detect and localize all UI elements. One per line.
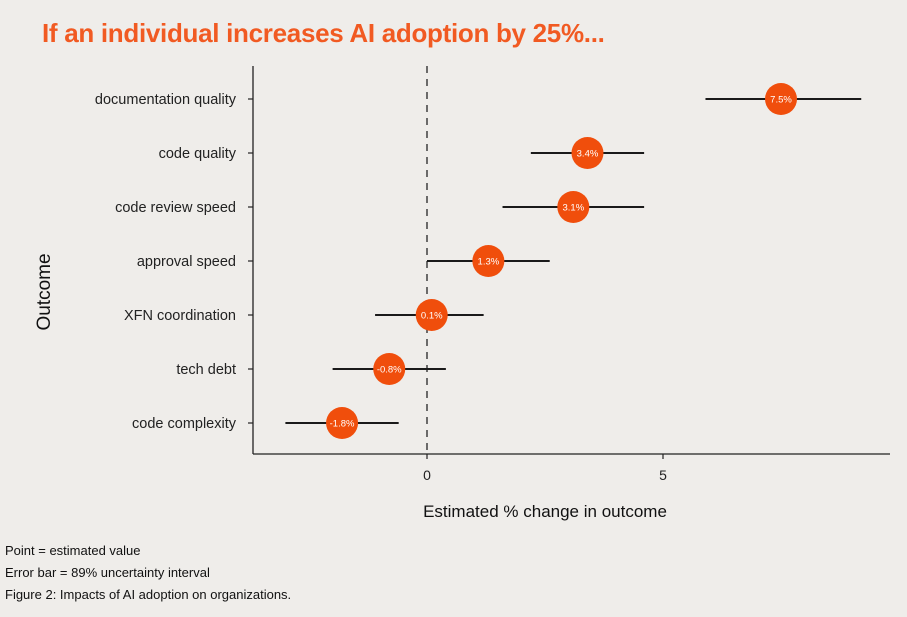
estimate-point <box>765 83 797 115</box>
x-tick-label: 0 <box>423 467 431 483</box>
estimate-point <box>326 407 359 439</box>
data-row: XFN coordination 0.1% <box>124 299 484 331</box>
estimate-point <box>557 191 590 223</box>
category-label: documentation quality <box>95 92 237 108</box>
value-label: 0.1% <box>421 311 443 322</box>
estimate-point <box>373 353 406 385</box>
note-point: Point = estimated value <box>5 543 141 558</box>
category-label: approval speed <box>137 254 236 270</box>
estimate-point <box>472 245 505 277</box>
x-tick-label: 5 <box>659 467 667 483</box>
category-label: tech debt <box>176 362 236 378</box>
data-row: documentation quality 7.5% <box>95 83 862 115</box>
data-row: tech debt -0.8% <box>176 353 446 385</box>
category-label: code review speed <box>115 200 236 216</box>
category-label: code quality <box>159 146 237 162</box>
category-label: XFN coordination <box>124 308 236 324</box>
value-label: 1.3% <box>478 257 500 268</box>
value-label: 7.5% <box>770 95 792 106</box>
data-row: code quality 3.4% <box>159 137 645 169</box>
data-row: code review speed 3.1% <box>115 191 645 223</box>
chart-title: If an individual increases AI adoption b… <box>42 18 605 48</box>
data-row: approval speed 1.3% <box>137 245 550 277</box>
note-error-bar: Error bar = 89% uncertainty interval <box>5 565 210 580</box>
figure-caption: Figure 2: Impacts of AI adoption on orga… <box>5 587 292 602</box>
category-label: code complexity <box>132 416 237 432</box>
x-axis-label: Estimated % change in outcome <box>423 502 667 521</box>
value-label: 3.1% <box>562 203 584 214</box>
chart-notes: Point = estimated value Error bar = 89% … <box>5 540 291 606</box>
y-axis-label: Outcome <box>34 253 55 330</box>
estimate-point <box>415 299 448 331</box>
estimate-point <box>571 137 604 169</box>
data-rows: documentation quality 7.5% code quality 3.4… <box>95 83 862 439</box>
value-label: -0.8% <box>377 365 402 376</box>
value-label: -1.8% <box>330 419 355 430</box>
value-label: 3.4% <box>577 149 599 160</box>
data-row: code complexity -1.8% <box>132 407 399 439</box>
